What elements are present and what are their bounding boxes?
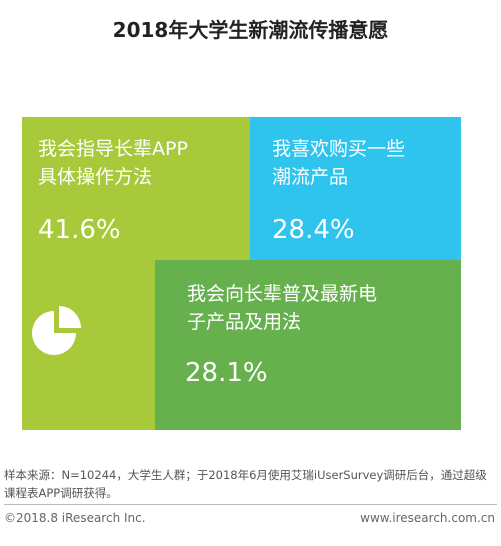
copyright-text: ©2018.8 iResearch Inc. bbox=[4, 511, 146, 525]
pie-chart-icon bbox=[32, 306, 81, 355]
tile-buy-trendy-products: 我喜欢购买一些 潮流产品 28.4% bbox=[250, 117, 461, 260]
tile-value: 28.4% bbox=[272, 215, 355, 245]
tile-label: 我喜欢购买一些 潮流产品 bbox=[272, 138, 406, 188]
tile-value: 28.1% bbox=[185, 358, 268, 388]
chart-title: 2018年大学生新潮流传播意愿 bbox=[112, 18, 389, 42]
tile-label: 我会指导长辈APP 具体操作方法 bbox=[38, 138, 188, 188]
tile-teach-elders-electronics: 我会向长辈普及最新电 子产品及用法 28.1% bbox=[155, 260, 461, 430]
tile-value: 41.6% bbox=[38, 215, 121, 245]
footer-divider bbox=[4, 504, 497, 505]
sample-source-note: 样本来源：N=10244，大学生人群；于2018年6月使用艾瑞iUserSurv… bbox=[4, 468, 487, 500]
treemap-chart: 我会指导长辈APP 具体操作方法 41.6% 我喜欢购买一些 潮流产品 28.4… bbox=[22, 117, 461, 430]
website-url: www.iresearch.com.cn bbox=[360, 511, 495, 525]
tile-label: 我会向长辈普及最新电 子产品及用法 bbox=[187, 283, 378, 333]
